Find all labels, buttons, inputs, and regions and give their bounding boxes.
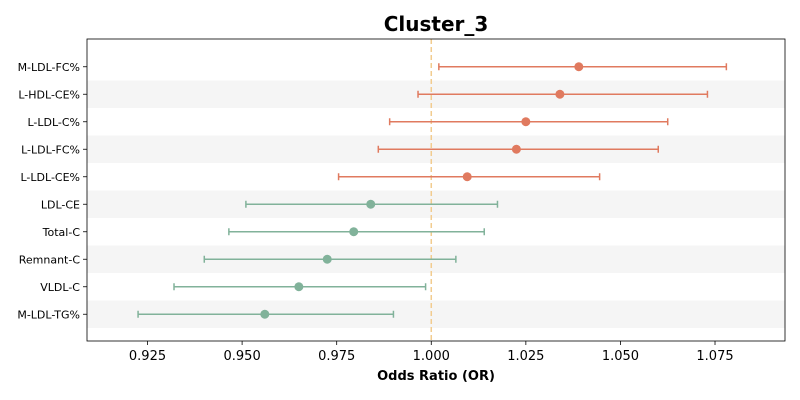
- plot-frame: [86, 38, 786, 342]
- forest-row: L-LDL-C%: [27, 116, 669, 129]
- y-tick-label: M-LDL-FC%: [18, 61, 80, 74]
- x-tick-label: 0.925: [129, 349, 166, 364]
- x-tick-label: 1.050: [602, 349, 639, 364]
- x-tick-label: 1.025: [507, 349, 544, 364]
- x-axis-ticks: 0.925 0.950 0.975 1.000 1.025 1.050 1.075: [129, 341, 734, 364]
- y-tick-label: M-LDL-TG%: [17, 308, 80, 321]
- x-tick-label: 1.075: [696, 349, 733, 364]
- forest-row: Remnant-C: [19, 253, 457, 266]
- or-point: [574, 62, 584, 72]
- or-point: [521, 117, 531, 127]
- y-tick-label: Remnant-C: [19, 253, 81, 266]
- x-axis-label: Odds Ratio (OR): [377, 369, 495, 384]
- x-tick-label: 0.950: [224, 349, 261, 364]
- forest-row: L-LDL-CE%: [21, 171, 601, 184]
- y-tick-label: L-LDL-CE%: [21, 171, 81, 184]
- or-point: [294, 282, 304, 292]
- forest-row: M-LDL-TG%: [17, 308, 395, 321]
- forest-row: Total-C: [42, 226, 485, 239]
- y-tick-label: Total-C: [42, 226, 81, 239]
- forest-row: LDL-CE: [41, 198, 499, 211]
- or-point: [260, 309, 270, 319]
- or-point: [366, 199, 376, 209]
- y-tick-label: VLDL-C: [40, 281, 80, 294]
- y-tick-label: L-HDL-CE%: [18, 88, 80, 101]
- y-tick-label: L-LDL-FC%: [21, 143, 80, 156]
- forest-row: VLDL-C: [40, 281, 427, 294]
- x-tick-label: 0.975: [318, 349, 355, 364]
- y-tick-label: L-LDL-C%: [27, 116, 80, 129]
- x-tick-label: 1.000: [413, 349, 450, 364]
- forest-row: M-LDL-FC%: [18, 61, 728, 74]
- or-point: [462, 172, 472, 182]
- or-point: [555, 89, 565, 99]
- chart-title: Cluster_3: [384, 12, 489, 36]
- data-rows: M-LDL-FC% L-HDL-CE% L-LDL-C% L-LDL-FC% L-LDL…: [17, 61, 728, 321]
- or-point: [349, 227, 359, 237]
- forest-row: L-LDL-FC%: [21, 143, 660, 156]
- y-tick-label: LDL-CE: [41, 198, 80, 211]
- or-point: [322, 254, 332, 264]
- forest-row: L-HDL-CE%: [18, 88, 709, 101]
- or-point: [511, 144, 521, 154]
